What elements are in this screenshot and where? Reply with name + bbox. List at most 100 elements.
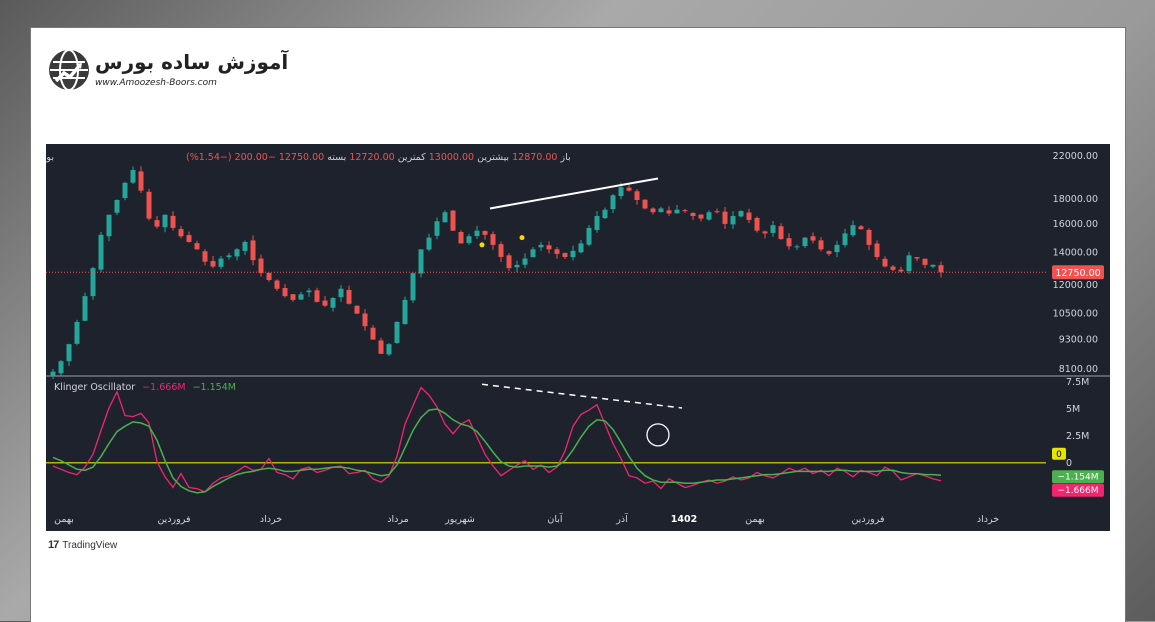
brand-url[interactable]: www.Amoozesh-Boors.com bbox=[95, 78, 217, 88]
candle-body bbox=[898, 269, 904, 272]
candle-body bbox=[930, 264, 936, 267]
candle-body bbox=[474, 230, 480, 237]
candle-body bbox=[122, 182, 128, 199]
candle-body bbox=[282, 288, 288, 297]
candle-body bbox=[826, 251, 832, 254]
candle-body bbox=[770, 225, 776, 233]
candle-body bbox=[522, 258, 528, 265]
candle-body bbox=[834, 244, 840, 253]
time-axis-label: بهمن bbox=[54, 514, 74, 525]
indicator-legend: Klinger Oscillator −1.666M −1.154M bbox=[54, 382, 236, 393]
candle-body bbox=[482, 230, 488, 235]
zero-badge-label: 0 bbox=[1056, 450, 1062, 460]
dashed-falling-trendline[interactable] bbox=[481, 383, 683, 409]
time-axis-label: آبان bbox=[547, 512, 563, 525]
candle-body bbox=[170, 215, 176, 228]
kvo-line bbox=[52, 386, 942, 493]
ohlc-legend: باز 12870.00 بیشترین 13000.00 کمترین 127… bbox=[186, 152, 571, 163]
candle-body bbox=[146, 191, 152, 219]
candle-body bbox=[258, 258, 264, 274]
candle-body bbox=[322, 300, 328, 306]
candle-body bbox=[114, 199, 120, 213]
candle-body bbox=[314, 290, 320, 302]
candle-body bbox=[426, 237, 432, 250]
candle-body bbox=[546, 245, 552, 250]
candle-body bbox=[650, 208, 656, 213]
candle-body bbox=[226, 255, 232, 258]
candle-body bbox=[554, 249, 560, 254]
candle-body bbox=[666, 210, 672, 214]
candle-body bbox=[458, 231, 464, 244]
price-axis-tick-label: 8100.00 bbox=[1059, 364, 1098, 375]
candle-body bbox=[330, 298, 336, 308]
tradingview-attribution[interactable]: 17 TradingView bbox=[48, 539, 117, 551]
candle-body bbox=[466, 236, 472, 243]
candle-body bbox=[570, 250, 576, 258]
rising-trendline[interactable] bbox=[489, 177, 659, 210]
signal-value-badge bbox=[1052, 470, 1104, 484]
oscillator-pane bbox=[46, 383, 1046, 494]
time-axis-label: فروردین bbox=[157, 514, 190, 525]
candle-body bbox=[386, 344, 392, 355]
zero-badge bbox=[1052, 447, 1066, 460]
candle-body bbox=[850, 225, 856, 236]
candle-body bbox=[618, 187, 624, 197]
candle-body bbox=[506, 255, 512, 269]
candle-body bbox=[58, 361, 64, 374]
candle-body bbox=[370, 327, 376, 340]
candle-body bbox=[354, 305, 360, 314]
close-label: بسته bbox=[327, 152, 346, 163]
price-axis-tick-label: 12000.00 bbox=[1053, 280, 1098, 291]
high-value: 13000.00 bbox=[429, 152, 474, 163]
price-axis-tick-label: 18000.00 bbox=[1053, 194, 1098, 205]
tradingview-chart-panel[interactable]: سرمایه گذاری شاهد, 1D, بورس باز 12870.00… bbox=[46, 144, 1110, 531]
kvo-value: −1.666M bbox=[142, 382, 185, 393]
candle-body bbox=[538, 244, 544, 248]
divergence-circle-marker[interactable] bbox=[646, 423, 670, 447]
candle-body bbox=[154, 220, 160, 227]
yellow-marker-dot bbox=[519, 235, 525, 241]
low-label: کمترین bbox=[398, 152, 426, 163]
symbol-title: سرمایه گذاری شاهد, 1D, بورس bbox=[46, 151, 54, 163]
candle-body bbox=[162, 214, 168, 228]
candle-body bbox=[298, 294, 304, 300]
candle-body bbox=[138, 171, 144, 191]
candle-body bbox=[906, 255, 912, 272]
candle-body bbox=[890, 266, 896, 270]
candle-body bbox=[730, 216, 736, 225]
kvo-value-badge-label: −1.666M bbox=[1057, 486, 1098, 496]
candle-body bbox=[106, 214, 112, 237]
candle-body bbox=[914, 257, 920, 259]
price-axis-tick-label: 9300.00 bbox=[1059, 335, 1098, 346]
candle-body bbox=[738, 210, 744, 217]
candle-body bbox=[442, 212, 448, 223]
tradingview-label: TradingView bbox=[62, 539, 118, 551]
time-axis-label: خرداد bbox=[977, 514, 999, 525]
time-axis-label: مرداد bbox=[387, 514, 408, 525]
yellow-marker-dot bbox=[479, 242, 485, 248]
candle-body bbox=[746, 212, 752, 220]
symbol-name: سرمایه گذاری شاهد, 1D, بورس bbox=[46, 151, 54, 163]
candle-body bbox=[514, 264, 520, 268]
last-price-label: 12750.00 bbox=[1055, 268, 1100, 279]
candle-body bbox=[210, 261, 216, 267]
candle-body bbox=[586, 227, 592, 245]
candle-body bbox=[802, 237, 808, 247]
chart-canvas[interactable]: سرمایه گذاری شاهد, 1D, بورس باز 12870.00… bbox=[46, 144, 1110, 531]
candle-body bbox=[194, 243, 200, 250]
candle-body bbox=[818, 240, 824, 250]
candle-body bbox=[778, 226, 784, 240]
candle-body bbox=[74, 321, 80, 344]
candle-body bbox=[274, 280, 280, 289]
time-axis-label: فروردین bbox=[851, 514, 884, 525]
candle-body bbox=[178, 229, 184, 237]
price-axis-tick-label: 16000.00 bbox=[1053, 219, 1098, 230]
candle-body bbox=[858, 226, 864, 230]
close-value: 12750.00 bbox=[279, 152, 324, 163]
price-pane bbox=[46, 166, 1046, 379]
candle-body bbox=[346, 289, 352, 304]
candle-body bbox=[130, 170, 136, 183]
candle-body bbox=[642, 199, 648, 209]
candle-body bbox=[82, 296, 88, 321]
candle-body bbox=[658, 208, 664, 213]
